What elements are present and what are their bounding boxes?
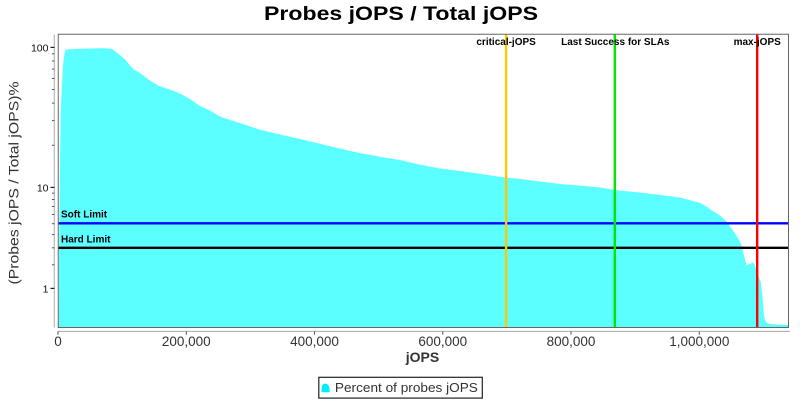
svg-text:(Probes jOPS / Total jOPS)%: (Probes jOPS / Total jOPS)%: [6, 82, 22, 285]
svg-text:max-jOPS: max-jOPS: [734, 37, 782, 48]
svg-text:Hard Limit: Hard Limit: [61, 235, 111, 246]
svg-text:Last Success for SLAs: Last Success for SLAs: [561, 37, 670, 48]
svg-text:1: 1: [43, 284, 49, 296]
svg-text:Probes jOPS / Total jOPS: Probes jOPS / Total jOPS: [264, 4, 538, 25]
svg-text:100: 100: [31, 43, 49, 55]
svg-text:0: 0: [54, 334, 62, 349]
svg-text:critical-jOPS: critical-jOPS: [476, 37, 536, 48]
svg-text:800,000: 800,000: [547, 334, 596, 349]
svg-text:400,000: 400,000: [290, 334, 339, 349]
svg-text:Soft Limit: Soft Limit: [61, 210, 108, 221]
svg-text:1,000,000: 1,000,000: [669, 334, 729, 349]
svg-text:jOPS: jOPS: [405, 349, 439, 365]
svg-text:10: 10: [37, 183, 49, 195]
svg-text:200,000: 200,000: [162, 334, 211, 349]
svg-text:600,000: 600,000: [418, 334, 467, 349]
svg-text:Percent of probes jOPS: Percent of probes jOPS: [335, 380, 478, 395]
